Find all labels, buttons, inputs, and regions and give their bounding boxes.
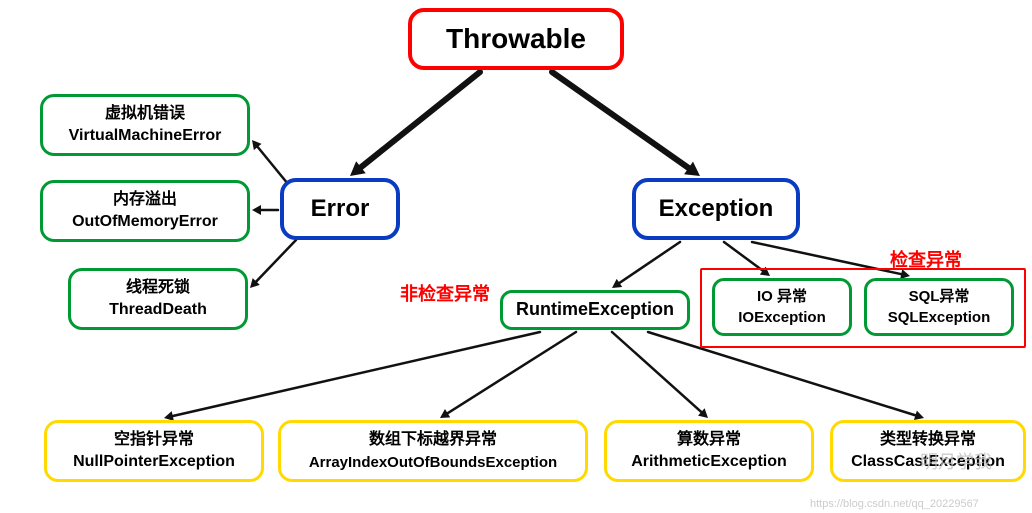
node-threaddeath-line1: ThreadDeath [109, 299, 207, 321]
node-arrayindexoutofbounds: 数组下标越界异常ArrayIndexOutOfBoundsException [278, 420, 588, 482]
checked-exceptions-group [700, 268, 1026, 348]
node-threaddeath-line0: 线程死锁 [126, 277, 190, 299]
node-nullpointerexception-line0: 空指针异常 [114, 429, 194, 451]
edge-throwable-to-exception [552, 72, 700, 176]
edge-error-to-oom-error [252, 205, 278, 215]
edge-exception-to-runtime-exception [612, 242, 680, 288]
node-runtimeexception: RuntimeException [500, 290, 690, 330]
node-threaddeath: 线程死锁ThreadDeath [68, 268, 248, 330]
edge-runtime-exception-to-aioobe [440, 332, 576, 418]
wm2: https://blog.csdn.net/qq_20229567 [810, 498, 979, 510]
node-error: Error [280, 178, 400, 240]
edge-throwable-to-error [350, 72, 480, 176]
edge-runtime-exception-to-npe [164, 332, 540, 421]
node-arrayindexoutofbounds-line1: ArrayIndexOutOfBoundsException [309, 452, 557, 473]
node-arrayindexoutofbounds-line0: 数组下标越界异常 [369, 429, 497, 451]
node-throwable: Throwable [408, 8, 624, 70]
node-arithmeticexception-line1: ArithmeticException [631, 451, 787, 473]
unchecked-annotation: 非检查异常 [400, 280, 490, 306]
node-nullpointerexception: 空指针异常NullPointerException [44, 420, 264, 482]
edge-error-to-vm-error [252, 140, 288, 184]
node-virtualmachine-error-line1: VirtualMachineError [69, 125, 222, 147]
node-exception: Exception [632, 178, 800, 240]
node-virtualmachine-error-line0: 虚拟机错误 [105, 103, 185, 125]
node-virtualmachine-error: 虚拟机错误VirtualMachineError [40, 94, 250, 156]
node-arithmeticexception-line0: 算数异常 [677, 429, 741, 451]
node-arithmeticexception: 算数异常ArithmeticException [604, 420, 814, 482]
node-exception-line0: Exception [659, 192, 774, 226]
node-nullpointerexception-line1: NullPointerException [73, 451, 235, 473]
node-outofmemory-error-line0: 内存溢出 [113, 189, 177, 211]
node-outofmemory-error-line1: OutOfMemoryError [72, 211, 218, 233]
node-error-line0: Error [311, 192, 370, 226]
edge-error-to-thread-death [250, 240, 296, 288]
checked-annotation: 检查异常 [890, 246, 962, 272]
wm1: 明月学我 [920, 448, 992, 474]
node-throwable-line0: Throwable [446, 19, 586, 58]
node-outofmemory-error: 内存溢出OutOfMemoryError [40, 180, 250, 242]
node-runtimeexception-line0: RuntimeException [516, 297, 674, 322]
edge-runtime-exception-to-arith [612, 332, 708, 418]
